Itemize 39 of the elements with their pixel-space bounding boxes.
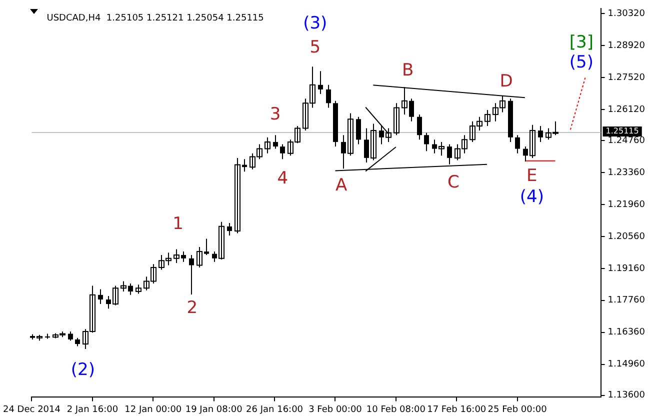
annotation: 4 [277, 168, 288, 189]
annotation: 3 [270, 104, 281, 125]
x-tick-label: 10 Feb 08:00 [366, 404, 426, 415]
annotation: (3) [303, 13, 328, 34]
x-tick-label: 12 Jan 00:00 [124, 404, 182, 415]
y-tick-label: 1.16360 [608, 328, 646, 338]
annotation: (2) [70, 360, 96, 380]
y-tick-label: 1.24760 [608, 136, 646, 146]
text: USDCAD,H4 1.25105 1.25121 1.25054 1.25115 [46, 14, 264, 24]
annotation: C [447, 172, 460, 192]
y-tick-label: 1.21960 [608, 200, 646, 210]
y-tick-label: 1.23360 [608, 168, 646, 178]
annotation: (4) [520, 186, 544, 207]
annotation: 1 [172, 214, 184, 234]
x-tick-label: 2 Jan 16:00 [66, 404, 118, 415]
annotation: D [500, 71, 513, 92]
x-tick-label: 25 Feb 00:00 [488, 404, 548, 415]
annotation: (5) [569, 52, 594, 73]
annotation: A [335, 176, 348, 196]
y-tick-label: 1.20560 [608, 232, 646, 242]
x-tick-label: 17 Feb 16:00 [427, 404, 486, 415]
annotation: [3] [569, 32, 594, 52]
x-tick-label: 19 Jan 08:00 [185, 404, 243, 415]
x-tick-label: 3 Feb 00:00 [308, 404, 362, 415]
y-tick-label: 1.30320 [608, 8, 646, 19]
y-tick-label: 1.14960 [608, 360, 646, 370]
y-tick-label: 1.17760 [608, 296, 646, 306]
y-tick-label: 1.26120 [608, 104, 646, 115]
x-tick-label: 26 Jan 16:00 [246, 404, 304, 415]
x-tick-label: 24 Dec 2014 [2, 404, 61, 415]
y-tick-label: 1.28920 [608, 40, 646, 51]
y-tick-label: 1.13600 [608, 390, 646, 401]
ref-line-label: 1.25115 [606, 126, 639, 136]
y-tick-label: 1.19160 [608, 264, 646, 274]
annotation: 2 [186, 298, 198, 318]
annotation: 5 [310, 37, 321, 58]
y-tick-label: 1.27520 [608, 72, 646, 83]
annotation: B [402, 60, 414, 80]
annotation: E [526, 166, 538, 186]
